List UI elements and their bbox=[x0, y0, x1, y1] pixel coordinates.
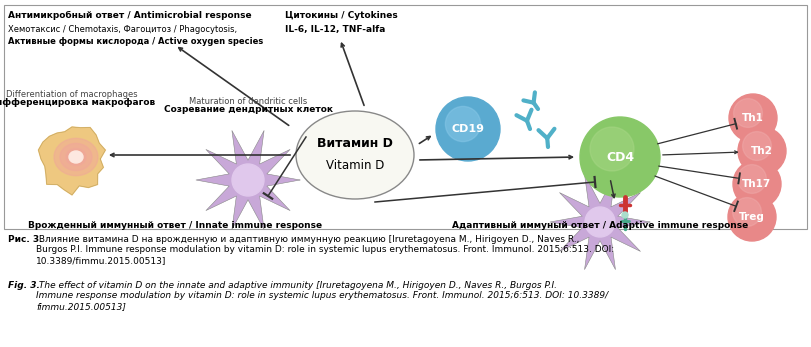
Ellipse shape bbox=[54, 138, 98, 176]
Text: CD4: CD4 bbox=[606, 151, 634, 163]
Text: Активные формы кислорода / Active oxygen species: Активные формы кислорода / Active oxygen… bbox=[8, 37, 264, 46]
Polygon shape bbox=[196, 130, 300, 229]
Text: Адаптивный иммуный ответ / Adaptive immune response: Адаптивный иммуный ответ / Adaptive immu… bbox=[452, 221, 748, 230]
Text: Цитокины / Cytokines: Цитокины / Cytokines bbox=[285, 11, 397, 20]
Circle shape bbox=[743, 132, 771, 160]
Text: The effect of vitamin D on the innate and adaptive immunity [Iruretagoyena M., H: The effect of vitamin D on the innate an… bbox=[36, 281, 608, 311]
Text: Th17: Th17 bbox=[742, 179, 771, 189]
Text: Антимикробный ответ / Antimicrobial response: Антимикробный ответ / Antimicrobial resp… bbox=[8, 11, 251, 20]
Circle shape bbox=[436, 97, 500, 161]
Polygon shape bbox=[38, 127, 105, 195]
Circle shape bbox=[622, 212, 628, 218]
Circle shape bbox=[232, 164, 264, 196]
Text: Врожденный иммунный ответ / Innate immune response: Врожденный иммунный ответ / Innate immun… bbox=[28, 221, 322, 230]
Circle shape bbox=[445, 107, 481, 142]
FancyBboxPatch shape bbox=[4, 5, 807, 229]
Circle shape bbox=[585, 207, 615, 237]
Polygon shape bbox=[550, 175, 650, 270]
Text: Рис. 3.: Рис. 3. bbox=[8, 235, 42, 244]
Text: Maturation of dendritic cells: Maturation of dendritic cells bbox=[189, 97, 307, 106]
Circle shape bbox=[733, 160, 781, 208]
Ellipse shape bbox=[296, 111, 414, 199]
Ellipse shape bbox=[60, 143, 92, 171]
Text: Хемотаксис / Chemotaxis, Фагоцитоз / Phagocytosis,: Хемотаксис / Chemotaxis, Фагоцитоз / Pha… bbox=[8, 25, 237, 34]
Circle shape bbox=[590, 127, 634, 171]
Text: Th1: Th1 bbox=[742, 113, 764, 123]
Text: Созревание дендритных клеток: Созревание дендритных клеток bbox=[164, 105, 333, 114]
Circle shape bbox=[734, 99, 762, 127]
Text: Дифференцировка макрофагов: Дифференцировка макрофагов bbox=[0, 98, 156, 107]
Text: IL-6, IL-12, TNF-alfa: IL-6, IL-12, TNF-alfa bbox=[285, 25, 385, 34]
Circle shape bbox=[728, 193, 776, 241]
Text: CD19: CD19 bbox=[452, 124, 484, 134]
Ellipse shape bbox=[66, 149, 86, 166]
Text: Differentiation of macrophages: Differentiation of macrophages bbox=[6, 90, 138, 99]
Text: Fig. 3.: Fig. 3. bbox=[8, 281, 40, 290]
Text: Vitamin D: Vitamin D bbox=[326, 159, 384, 171]
Text: Влияние витамина D на врожденную и адаптивную иммунную реакцию [Iruretagoyena M.: Влияние витамина D на врожденную и адапт… bbox=[36, 235, 614, 265]
Circle shape bbox=[738, 127, 786, 175]
Ellipse shape bbox=[69, 151, 83, 163]
Circle shape bbox=[580, 117, 660, 197]
Text: Витамин D: Витамин D bbox=[317, 136, 393, 150]
Circle shape bbox=[732, 197, 762, 226]
Circle shape bbox=[729, 94, 777, 142]
Circle shape bbox=[737, 164, 766, 193]
Text: Treg: Treg bbox=[739, 212, 765, 222]
Text: Th2: Th2 bbox=[751, 146, 773, 156]
